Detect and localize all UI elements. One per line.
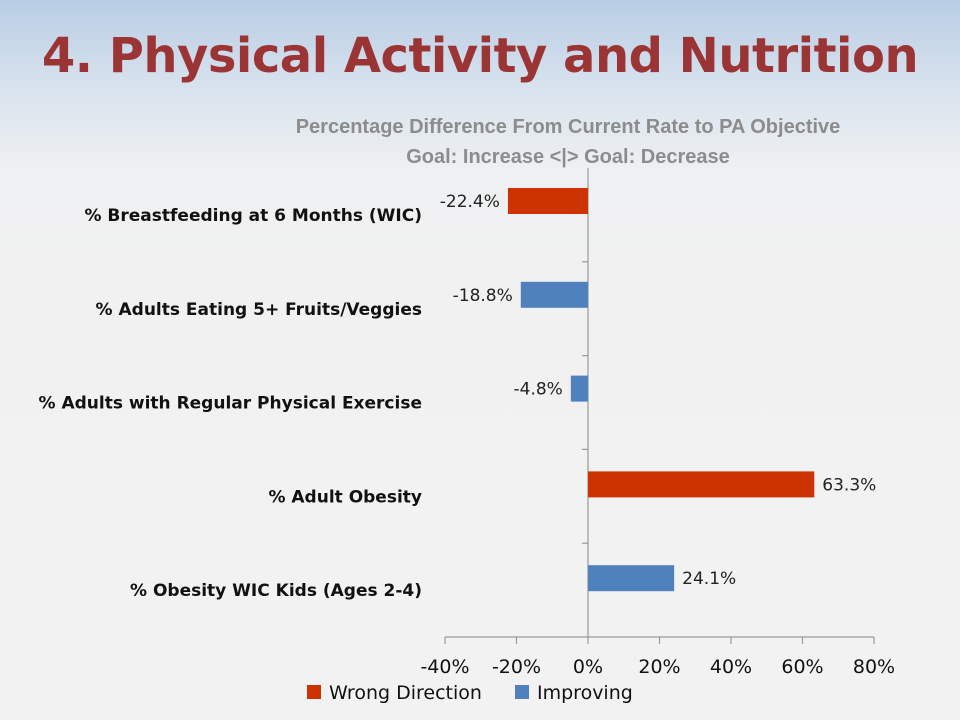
bar — [588, 565, 675, 592]
x-tick-label: 60% — [781, 656, 823, 678]
x-tick-label: 40% — [710, 656, 752, 678]
category-label: % Breastfeeding at 6 Months (WIC) — [84, 206, 422, 226]
chart-subtitle-line-2: Goal: Increase <|> Goal: Decrease — [406, 146, 730, 168]
chart-subtitle: Percentage Difference From Current Rate … — [230, 112, 906, 172]
bar — [570, 375, 588, 402]
x-tick-label: -20% — [492, 656, 541, 678]
chart-bars — [507, 188, 815, 592]
bar — [507, 188, 588, 214]
legend-swatch — [307, 685, 321, 699]
legend-label: Wrong Direction — [329, 682, 482, 704]
category-label: % Adult Obesity — [268, 487, 422, 507]
x-tick-label: 80% — [853, 656, 895, 678]
x-tick-label: 20% — [638, 656, 680, 678]
category-label: % Adults with Regular Physical Exercise — [39, 394, 422, 414]
legend-label: Improving — [537, 682, 633, 704]
chart-axes: -40% -20% 0% 20% 40% 60% 80% — [420, 168, 895, 678]
data-label: -22.4% — [440, 192, 500, 212]
legend-swatch — [515, 685, 529, 699]
data-label: 63.3% — [822, 475, 876, 495]
chart-legend: Wrong Direction Improving — [307, 682, 633, 704]
data-label: 24.1% — [682, 569, 736, 589]
x-tick-label: 0% — [573, 656, 603, 678]
page-title: 4. Physical Activity and Nutrition — [41, 28, 919, 84]
x-tick-label: -40% — [420, 656, 469, 678]
data-label: -18.8% — [453, 286, 513, 306]
bar — [588, 471, 815, 498]
category-label: % Adults Eating 5+ Fruits/Veggies — [96, 300, 422, 320]
chart-labels: % Breastfeeding at 6 Months (WIC) -22.4%%… — [39, 192, 877, 601]
bar — [520, 281, 588, 308]
data-label: -4.8% — [514, 380, 563, 400]
chart-subtitle-line-1: Percentage Difference From Current Rate … — [295, 116, 841, 138]
category-label: % Obesity WIC Kids (Ages 2-4) — [130, 581, 422, 601]
